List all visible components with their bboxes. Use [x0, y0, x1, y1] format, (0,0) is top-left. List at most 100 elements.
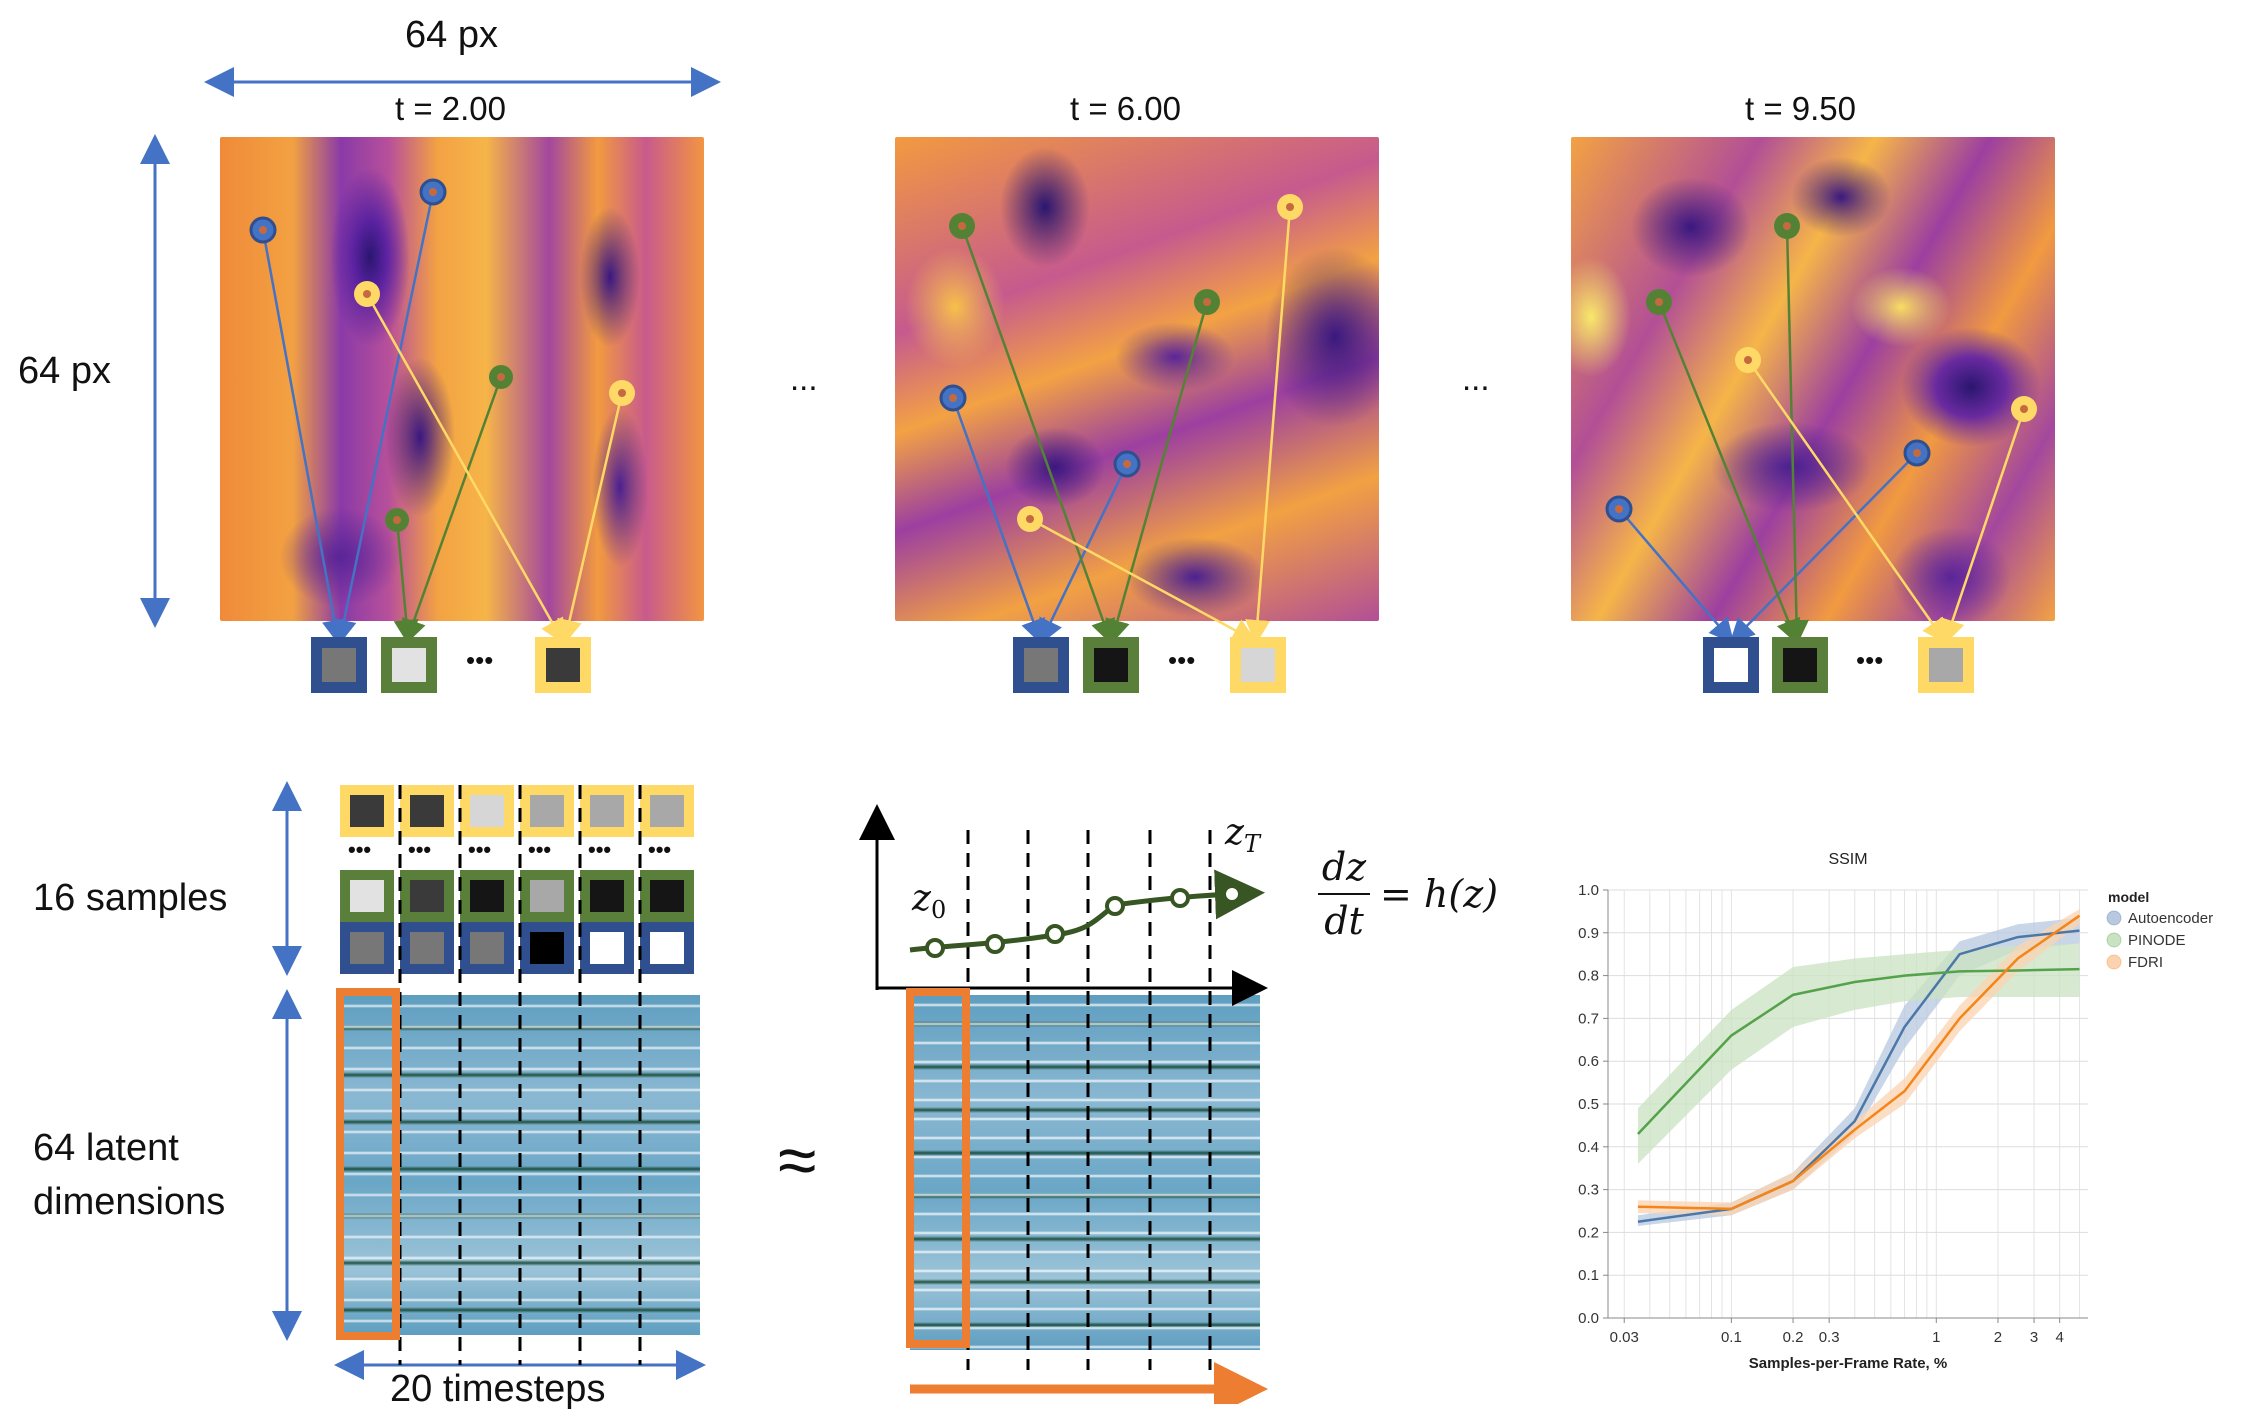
- chart-legend-title: model: [2108, 889, 2149, 905]
- ode-equation: dz dt = h(z): [1318, 845, 1498, 943]
- chart-tick-label-y: 0.1: [1578, 1267, 1599, 1284]
- grid-sample: [580, 922, 634, 974]
- grid-ellipsis: •••: [408, 837, 432, 862]
- grid-sample: [640, 785, 694, 837]
- grid-sample: [340, 870, 394, 922]
- frame1-arrows: [261, 191, 624, 645]
- chart-tick-label-y: 0.5: [1578, 1096, 1599, 1113]
- chart-legend-swatch: [2106, 932, 2122, 948]
- chart-tick-label-y: 0.6: [1578, 1053, 1599, 1070]
- frame2-yellow-sample: [1230, 637, 1286, 693]
- grid-sample: [580, 870, 634, 922]
- grid-sample: [520, 870, 574, 922]
- chart-tick-label-y: 0.9: [1578, 925, 1599, 942]
- grid-sample: [400, 785, 454, 837]
- timesteps-label: 20 timesteps: [390, 1368, 606, 1410]
- top-size-label: 64 px: [405, 14, 498, 56]
- frame1-markers: [249, 178, 635, 532]
- right-window-box: [906, 988, 970, 1348]
- grid-ellipsis: •••: [348, 837, 372, 862]
- chart-legend-swatch: [2106, 910, 2122, 926]
- zT-label: zT: [1225, 812, 1260, 859]
- frame2-arrows: [951, 206, 1292, 645]
- frame1-blue-sample: [311, 637, 367, 693]
- chart-tick-label-x: 2: [1994, 1329, 2002, 1346]
- grid-sample: [460, 922, 514, 974]
- chart-legend-label: PINODE: [2128, 932, 2186, 949]
- frame3-sample-ellipsis: •••: [1856, 645, 1884, 675]
- frame1-sample-ellipsis: •••: [466, 645, 494, 675]
- frame3-blue-sample: [1703, 637, 1759, 693]
- frame-title-2: t = 6.00: [1070, 90, 1182, 127]
- chart-tick-label-x: 0.1: [1721, 1329, 1742, 1346]
- approx-symbol: ≈: [778, 1121, 817, 1199]
- chart-xlabel: Samples-per-Frame Rate, %: [1749, 1355, 1947, 1372]
- chart-legend-swatch: [2106, 954, 2122, 970]
- grid-sample: [400, 870, 454, 922]
- chart-tick-label-x: 3: [2030, 1329, 2038, 1346]
- ode-numerator: dz: [1321, 845, 1367, 889]
- chart-tick-label-y: 0.0: [1578, 1310, 1599, 1327]
- grid-sample: [460, 785, 514, 837]
- chart-tick-label-y: 0.2: [1578, 1224, 1599, 1241]
- grid-sample: [520, 785, 574, 837]
- frame2-sample-ellipsis: •••: [1168, 645, 1196, 675]
- trajectory-points: [925, 884, 1242, 958]
- field-image-t6: [895, 137, 1379, 621]
- grid-sample: [340, 785, 394, 837]
- chart-tick-label-y: 0.7: [1578, 1010, 1599, 1027]
- latent-trajectory: [909, 869, 1265, 953]
- ellipsis-2: ...: [1462, 360, 1490, 397]
- field-image-t9-5: [1571, 137, 2055, 621]
- sample-grid: ••• ••• ••• ••• ••• •••: [340, 785, 700, 975]
- frame-title-1: t = 2.00: [395, 90, 507, 127]
- grid-sample: [340, 922, 394, 974]
- frame2-blue-sample: [1013, 637, 1069, 693]
- ode-denominator: dt: [1324, 899, 1364, 943]
- frame1-green-sample: [381, 637, 437, 693]
- chart-tick-label-x: 1: [1932, 1329, 1940, 1346]
- left-window-box: [336, 988, 400, 1340]
- chart-tick-label-x: 0.03: [1610, 1329, 1639, 1346]
- chart-line-pinode: [1637, 967, 2080, 1135]
- latent-label-line1: 64 latent: [33, 1127, 179, 1169]
- grid-sample: [640, 922, 694, 974]
- frame3-green-sample: [1772, 637, 1828, 693]
- left-size-label: 64 px: [18, 350, 111, 392]
- grid-sample: [640, 870, 694, 922]
- frame-title-3: t = 9.50: [1745, 90, 1857, 127]
- chart-title: SSIM: [1828, 851, 1867, 868]
- frame3-arrows: [1618, 225, 2026, 645]
- grid-ellipsis: •••: [468, 837, 492, 862]
- frame1-yellow-sample: [535, 637, 591, 693]
- grid-ellipsis: •••: [588, 837, 612, 862]
- grid-sample: [520, 922, 574, 974]
- grid-sample: [580, 785, 634, 837]
- chart-line-fdri: [1637, 914, 2081, 1211]
- chart-tick-label-x: 0.2: [1783, 1329, 1804, 1346]
- grid-ellipsis: •••: [648, 837, 672, 862]
- chart-tick-label-y: 0.4: [1578, 1139, 1599, 1156]
- frame3-yellow-sample: [1918, 637, 1974, 693]
- chart-legend-label: Autoencoder: [2128, 910, 2213, 927]
- frame2-markers: [939, 194, 1303, 532]
- chart-tick-label-y: 0.3: [1578, 1182, 1599, 1199]
- chart-band-fdri: [1637, 909, 2080, 1216]
- left-dashed-lines: [398, 785, 642, 1365]
- ssim-chart: 0.0 0.1 0.2 0.3 0.4 0.5 0.6 0.7 0.8 0.9 1.0 0.03 0.1…: [1578, 851, 2213, 1372]
- chart-band-pinode: [1637, 943, 2080, 1164]
- ellipsis-1: ...: [790, 360, 818, 397]
- z0-label: z0: [912, 878, 947, 925]
- chart-tick-label-x: 4: [2055, 1329, 2063, 1346]
- grid-sample: [460, 870, 514, 922]
- field-image-t2: [220, 137, 704, 621]
- chart-tick-label-y: 0.8: [1578, 968, 1599, 985]
- grid-ellipsis: •••: [528, 837, 552, 862]
- frame2-green-sample: [1083, 637, 1139, 693]
- grid-sample: [400, 922, 454, 974]
- frame3-markers: [1605, 213, 2037, 523]
- samples-label: 16 samples: [33, 877, 228, 919]
